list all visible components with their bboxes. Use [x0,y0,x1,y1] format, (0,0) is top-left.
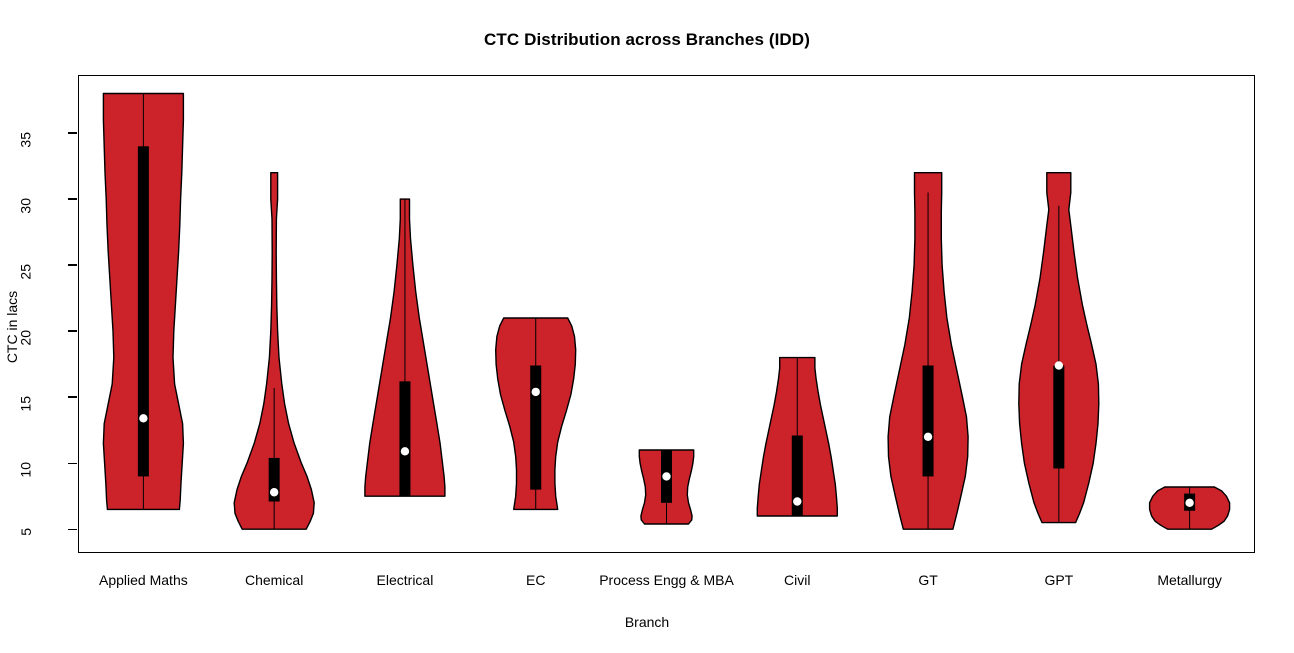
iqr-box [791,435,803,517]
iqr-box [268,457,280,502]
violin-series-group [102,92,1231,530]
median-marker [1054,361,1064,370]
x-axis-tick-label: Civil [784,572,811,588]
median-marker [1185,498,1194,508]
y-axis-title: CTC in lacs [4,290,20,363]
violin-civil [756,356,838,517]
violin-density-shape [233,171,315,530]
y-axis-tick-label: 5 [18,528,34,537]
iqr-box [137,146,149,477]
x-axis-tick-label: EC [525,572,546,588]
median-marker [923,432,933,442]
y-axis-tick-label: 30 [18,198,34,214]
iqr-box [530,365,542,490]
violin-gt [887,171,969,530]
y-axis: 5 10 15 20 25 30 35 CTC in lacs [0,0,78,653]
x-axis-tick-label: GPT [1044,572,1074,588]
page-title: CTC Distribution across Branches (IDD) [484,30,810,49]
x-axis-tick-label: Process Engg & MBA [599,572,734,588]
median-marker [400,447,410,456]
x-axis-tick-label: Electrical [376,572,434,588]
violin-ec [495,317,577,511]
violin-chemical [233,171,315,530]
violin-electrical [364,198,446,497]
x-axis-tick-label: Chemical [244,572,304,588]
x-axis-tick-label: Metallurgy [1157,572,1222,588]
y-axis-tick-label: 20 [18,330,34,346]
x-axis-title: Branch [624,614,670,630]
y-axis-tick [68,528,77,530]
median-marker [662,472,671,481]
x-axis-tick-label: Applied Maths [99,572,188,588]
median-marker [531,387,540,397]
violin-metallurgy [1148,486,1231,530]
y-axis-tick [68,132,77,134]
violin-applied-maths [102,92,185,511]
iqr-box [1053,365,1065,469]
y-axis-tick-label: 35 [18,132,34,148]
median-marker [139,414,148,423]
y-axis-tick [68,330,77,332]
median-marker [269,488,279,497]
iqr-box [399,381,411,497]
y-axis-tick [68,396,77,398]
x-axis-tick-label: GT [918,572,938,588]
iqr-box [922,365,934,477]
plot-area [78,75,1255,553]
violin-gpt [1018,171,1100,524]
y-axis-tick [68,264,77,266]
median-marker [793,497,802,506]
y-axis-tick [68,198,77,200]
y-axis-tick-label: 10 [18,462,34,478]
y-axis-tick-label: 15 [18,396,34,412]
y-axis-tick-label: 25 [18,264,34,280]
violin-process-engg-mba [638,449,695,525]
y-axis-tick [68,462,77,464]
